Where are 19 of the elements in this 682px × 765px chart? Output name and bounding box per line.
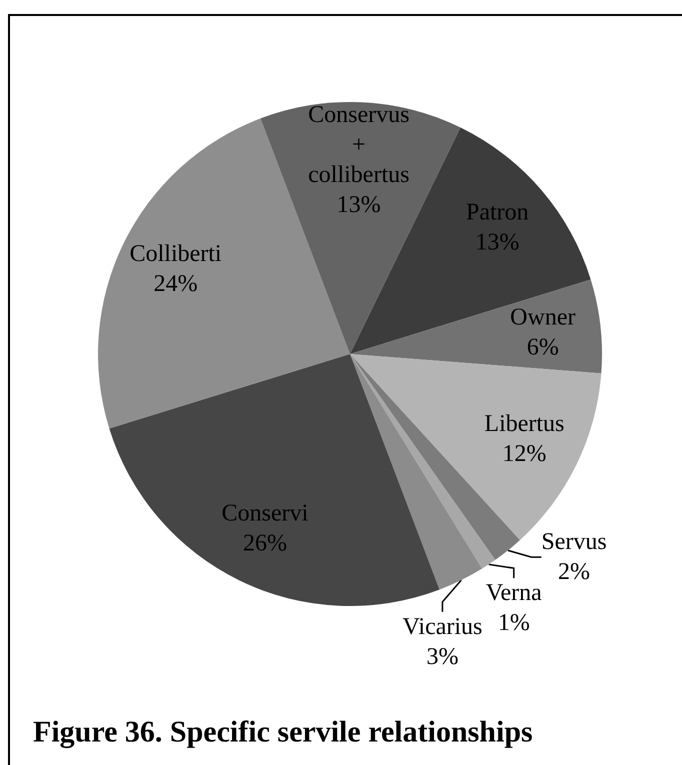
data-label: 13% — [475, 230, 520, 256]
data-label: 2% — [558, 559, 590, 586]
slice-label: Conservus + collibertus — [308, 102, 410, 188]
slice-label: Owner — [510, 304, 576, 330]
data-label: 12% — [502, 441, 546, 468]
slice-label: Conservi — [222, 500, 309, 526]
data-label: 6% — [526, 334, 559, 360]
slice-label: Verna — [486, 580, 542, 606]
data-label: 13% — [336, 192, 381, 218]
slice-label: Vicarius — [402, 614, 482, 640]
slice-label: Colliberti — [130, 240, 222, 267]
slice-label: Servus — [541, 529, 607, 556]
slice-label: Patron — [466, 200, 529, 226]
data-label: 24% — [154, 270, 198, 297]
data-label: 1% — [498, 610, 530, 636]
data-label: 3% — [426, 644, 458, 670]
text: Figure 36. Specific servile relationships — [33, 716, 533, 748]
slice-label: Libertus — [484, 411, 564, 438]
data-label: 26% — [242, 530, 287, 556]
